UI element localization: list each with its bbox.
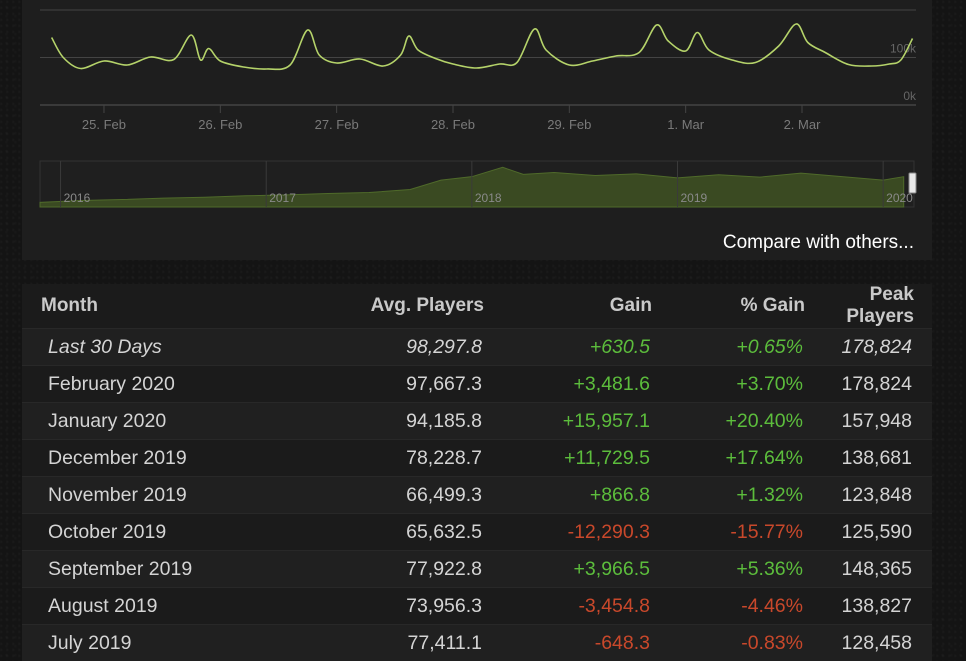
cell-pct: +17.64% [670, 440, 823, 477]
cell-peak: 157,948 [823, 403, 932, 440]
cell-avg: 78,228.7 [294, 440, 502, 477]
x-tick-label: 27. Feb [315, 117, 359, 132]
cell-avg: 77,411.1 [294, 625, 502, 661]
stats-table-panel: Month Avg. Players Gain % Gain Peak Play… [22, 284, 932, 647]
cell-avg: 94,185.8 [294, 403, 502, 440]
header-gain[interactable]: Gain [502, 284, 670, 329]
chart-panel: 100k 0k 25. Feb 26. Feb 27. Feb 28. Feb 29. Fe… [22, 0, 932, 260]
header-avg-players[interactable]: Avg. Players [294, 284, 502, 329]
cell-gain: +866.8 [502, 477, 670, 514]
header-pct-gain[interactable]: % Gain [670, 284, 823, 329]
cell-avg: 65,632.5 [294, 514, 502, 551]
cell-pct: +5.36% [670, 551, 823, 588]
cell-peak: 138,827 [823, 588, 932, 625]
x-tick-label: 1. Mar [667, 117, 705, 132]
cell-peak: 128,458 [823, 625, 932, 661]
cell-avg: 77,922.8 [294, 551, 502, 588]
cell-avg: 98,297.8 [294, 329, 502, 366]
compare-with-others-link[interactable]: Compare with others... [723, 232, 914, 254]
cell-gain: -12,290.3 [502, 514, 670, 551]
cell-peak: 178,824 [823, 366, 932, 403]
x-tick-label: 26. Feb [198, 117, 242, 132]
y-tick-label: 0k [903, 89, 917, 103]
cell-avg: 66,499.3 [294, 477, 502, 514]
x-tick-label: 25. Feb [82, 117, 126, 132]
cell-gain: -648.3 [502, 625, 670, 661]
navigator-year-label: 2017 [269, 191, 296, 205]
cell-pct: -0.83% [670, 625, 823, 661]
x-tick-label: 2. Mar [784, 117, 822, 132]
cell-gain: +630.5 [502, 329, 670, 366]
cell-month: October 2019 [22, 514, 294, 551]
cell-peak: 178,824 [823, 329, 932, 366]
player-count-line [52, 24, 913, 69]
cell-gain: -3,454.8 [502, 588, 670, 625]
table-header-row: Month Avg. Players Gain % Gain Peak Play… [22, 284, 932, 329]
cell-gain: +3,481.6 [502, 366, 670, 403]
navigator-year-label: 2016 [64, 191, 91, 205]
x-tick-label: 29. Feb [547, 117, 591, 132]
cell-peak: 138,681 [823, 440, 932, 477]
cell-month: November 2019 [22, 477, 294, 514]
x-tick-label: 28. Feb [431, 117, 475, 132]
cell-pct: -15.77% [670, 514, 823, 551]
monthly-stats-table: Month Avg. Players Gain % Gain Peak Play… [22, 284, 932, 661]
cell-gain: +11,729.5 [502, 440, 670, 477]
cell-gain: +15,957.1 [502, 403, 670, 440]
navigator-handle[interactable] [909, 173, 916, 193]
header-month[interactable]: Month [22, 284, 294, 329]
cell-month: September 2019 [22, 551, 294, 588]
header-peak-players[interactable]: Peak Players [823, 284, 932, 329]
cell-peak: 148,365 [823, 551, 932, 588]
cell-month: January 2020 [22, 403, 294, 440]
cell-peak: 125,590 [823, 514, 932, 551]
cell-avg: 73,956.3 [294, 588, 502, 625]
cell-pct: +20.40% [670, 403, 823, 440]
cell-avg: 97,667.3 [294, 366, 502, 403]
navigator-year-label: 2019 [681, 191, 708, 205]
navigator-year-label: 2018 [475, 191, 502, 205]
cell-pct: +3.70% [670, 366, 823, 403]
y-tick-label: 100k [890, 42, 917, 56]
cell-peak: 123,848 [823, 477, 932, 514]
cell-pct: +1.32% [670, 477, 823, 514]
cell-month: July 2019 [22, 625, 294, 661]
player-count-chart: 100k 0k 25. Feb 26. Feb 27. Feb 28. Feb 29. Fe… [22, 0, 932, 150]
cell-gain: +3,966.5 [502, 551, 670, 588]
cell-month: Last 30 Days [22, 329, 294, 366]
cell-month: August 2019 [22, 588, 294, 625]
cell-pct: -4.46% [670, 588, 823, 625]
cell-month: December 2019 [22, 440, 294, 477]
cell-pct: +0.65% [670, 329, 823, 366]
cell-month: February 2020 [22, 366, 294, 403]
